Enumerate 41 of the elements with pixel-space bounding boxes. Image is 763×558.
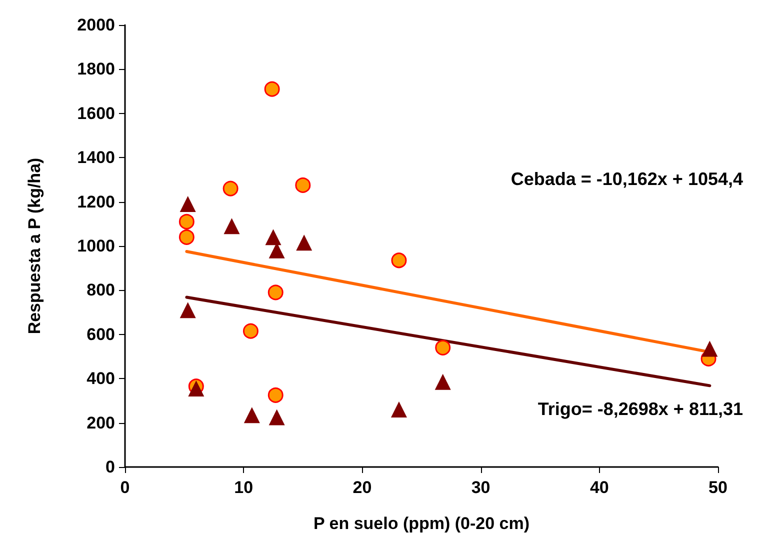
x-tick-label: 10 [234,478,254,497]
point [180,196,196,212]
y-tick-label: 1000 [77,236,115,256]
point [180,302,196,318]
point [295,177,311,193]
point [702,340,718,357]
x-tick-label: 50 [708,478,728,497]
y-axis-title: Respuesta a P (kg/ha) [25,158,44,334]
annotation: Trigo= -8,2698x + 811,31 [538,399,744,419]
y-tick-label: 0 [106,458,115,476]
point [242,323,258,339]
x-axis-title: P en suelo (ppm) (0-20 cm) [313,514,530,533]
y-tick-label: 1400 [77,148,115,168]
y-tick-label: 1600 [77,104,115,123]
point [264,81,280,97]
y-tick-label: 400 [86,369,115,388]
y-tick-label: 1800 [77,60,115,79]
y-tick-label: 800 [86,280,115,300]
point [435,340,451,356]
point [265,229,282,246]
point [391,252,407,268]
x-tick-label: 0 [120,478,130,497]
y-tick-label: 600 [86,324,115,344]
point [390,402,407,418]
point [268,387,284,403]
x-tick-label: 30 [471,478,490,497]
annotation: Cebada = -10,162x + 1054,4 [510,169,744,189]
point [268,409,285,426]
point [434,374,451,390]
point [296,234,312,251]
point [178,229,194,245]
x-tick-label: 20 [352,478,372,497]
y-tick-label: 2000 [77,16,115,34]
point [224,218,240,234]
point [268,284,284,300]
point [244,407,260,424]
x-tick-label: 40 [590,478,609,497]
y-tick-label: 1200 [77,192,115,212]
point [222,180,238,196]
point [178,214,194,230]
y-tick-label: 200 [86,413,115,432]
